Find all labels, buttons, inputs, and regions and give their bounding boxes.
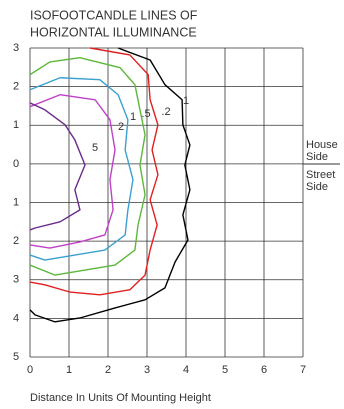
y-tick-label: 5	[13, 351, 19, 363]
side-label: Side	[306, 151, 328, 163]
contour-line	[29, 77, 134, 261]
y-tick-label: 1	[13, 196, 19, 208]
contour-line	[29, 47, 191, 323]
x-tick-label: 7	[300, 364, 306, 376]
chart-title: ISOFOOTCANDLE LINES OF	[30, 8, 198, 22]
y-tick-label: 1	[13, 119, 19, 131]
x-axis-label: Distance In Units Of Mounting Height	[30, 392, 211, 404]
x-tick-label: 3	[144, 364, 150, 376]
x-tick-label: 1	[66, 364, 72, 376]
y-tick-label: 0	[13, 158, 19, 170]
side-label: Side	[306, 181, 328, 193]
contour-label: 2	[118, 121, 124, 133]
y-tick-label: 2	[13, 235, 19, 247]
contour-line	[29, 47, 159, 296]
x-tick-label: 2	[105, 364, 111, 376]
contour-label: .5	[141, 108, 150, 120]
contour-label: 1	[130, 111, 136, 123]
x-tick-label: 5	[222, 364, 228, 376]
contour-line	[29, 56, 146, 276]
side-label: Street	[306, 169, 335, 181]
y-tick-label: 3	[13, 274, 19, 286]
side-label: House	[306, 139, 338, 151]
contour-line	[29, 102, 86, 231]
x-tick-label: 4	[183, 364, 189, 376]
x-tick-label: 0	[27, 364, 33, 376]
contour-label: 1	[183, 95, 189, 107]
contour-line	[29, 94, 116, 249]
contour-label: 5	[92, 142, 98, 154]
y-tick-label: 2	[13, 81, 19, 93]
chart-title: HORIZONTAL ILLUMINANCE	[30, 25, 197, 39]
contour-label: .2	[161, 106, 170, 118]
x-tick-label: 6	[261, 364, 267, 376]
y-tick-label: 4	[13, 312, 19, 324]
y-tick-label: 3	[13, 42, 19, 54]
